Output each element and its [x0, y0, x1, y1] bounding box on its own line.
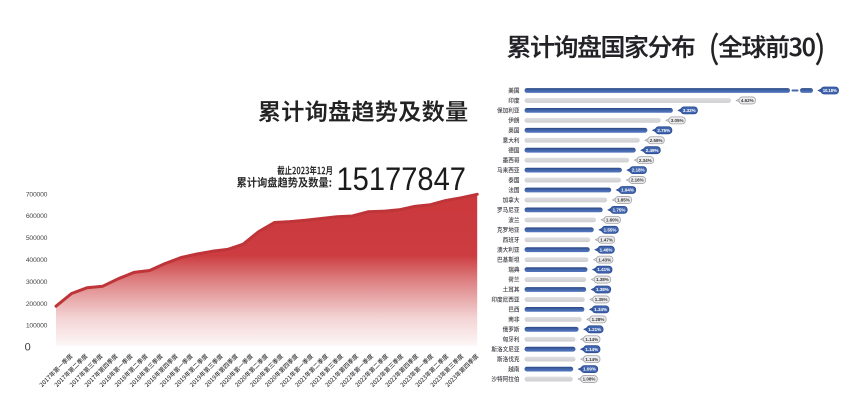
- svg-text:0: 0: [25, 342, 31, 354]
- svg-text:200000: 200000: [26, 301, 48, 308]
- svg-text:3.32%: 3.32%: [683, 108, 696, 113]
- svg-text:15177847: 15177847: [337, 160, 466, 197]
- svg-text:1.08%: 1.08%: [583, 377, 596, 382]
- svg-text:2.16%: 2.16%: [631, 178, 644, 183]
- svg-text:300000: 300000: [26, 279, 48, 286]
- svg-text:600000: 600000: [26, 213, 48, 220]
- svg-text:700000: 700000: [26, 191, 48, 198]
- svg-text:10.18%: 10.18%: [823, 88, 837, 93]
- svg-text:100000: 100000: [26, 323, 48, 330]
- svg-text:2.18%: 2.18%: [632, 168, 645, 173]
- svg-text:2.58%: 2.58%: [650, 138, 663, 143]
- svg-text:1.38%: 1.38%: [596, 287, 609, 292]
- svg-text:3.05%: 3.05%: [671, 118, 684, 123]
- svg-text:1.41%: 1.41%: [597, 267, 610, 272]
- svg-text:1.43%: 1.43%: [598, 257, 611, 262]
- svg-text:2.34%: 2.34%: [639, 158, 652, 163]
- svg-text:1.60%: 1.60%: [606, 217, 619, 222]
- svg-text:1.94%: 1.94%: [621, 188, 634, 193]
- svg-text:1.47%: 1.47%: [600, 237, 613, 242]
- svg-text:1.38%: 1.38%: [596, 277, 609, 282]
- svg-text:1.09%: 1.09%: [583, 367, 596, 372]
- svg-text:1.14%: 1.14%: [585, 357, 598, 362]
- svg-text:500000: 500000: [26, 235, 48, 242]
- svg-text:1.28%: 1.28%: [592, 317, 605, 322]
- svg-text:2.49%: 2.49%: [646, 148, 659, 153]
- svg-text:1.46%: 1.46%: [600, 247, 613, 252]
- svg-text:1.21%: 1.21%: [588, 327, 601, 332]
- svg-text:1.14%: 1.14%: [585, 337, 598, 342]
- svg-text:1.34%: 1.34%: [594, 307, 607, 312]
- svg-text:1.35%: 1.35%: [595, 297, 608, 302]
- svg-text:4.62%: 4.62%: [741, 98, 754, 103]
- svg-text:1.55%: 1.55%: [604, 227, 617, 232]
- svg-text:1.85%: 1.85%: [617, 198, 630, 203]
- svg-text:400000: 400000: [26, 257, 48, 264]
- svg-text:2.75%: 2.75%: [657, 128, 670, 133]
- svg-text:1.14%: 1.14%: [585, 347, 598, 352]
- svg-text:1.75%: 1.75%: [613, 208, 626, 213]
